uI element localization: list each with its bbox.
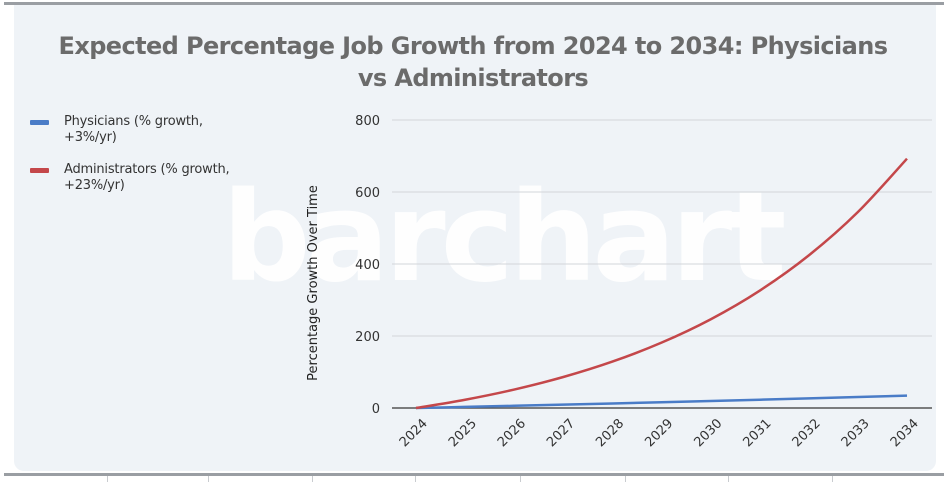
series-line-physicians <box>415 394 908 410</box>
x-tick-label: 2029 <box>642 416 676 450</box>
x-tick-label: 2033 <box>839 416 873 450</box>
x-tick-label: 2031 <box>741 416 775 450</box>
y-tick-label: 400 <box>355 258 380 273</box>
bottom-border <box>4 473 944 476</box>
y-tick-label: 200 <box>355 330 380 345</box>
y-axis-ticks: 0 200 400 600 800 <box>355 114 380 417</box>
series-line-administrators <box>415 157 908 410</box>
legend-swatch-administrators <box>30 168 49 173</box>
x-tick-label: 2032 <box>790 416 824 450</box>
series-lines <box>415 157 908 410</box>
legend-label-administrators-line-2: +23%/yr) <box>64 178 125 193</box>
x-tick-label: 2030 <box>691 416 725 450</box>
chart-title-line-1: Expected Percentage Job Growth from 2024… <box>58 32 888 60</box>
legend-label-physicians-line-2: +3%/yr) <box>64 130 117 145</box>
x-axis-ticks: 2024 2025 2026 2027 2028 2029 2030 2031 2032 2033… <box>397 416 922 450</box>
bottom-separator <box>415 476 416 482</box>
y-tick-label: 600 <box>355 186 380 201</box>
legend-item-physicians[interactable]: Physicians (% growth, +3%/yr) <box>30 114 280 146</box>
bottom-separator <box>625 476 626 482</box>
x-tick-label: 2024 <box>397 416 431 450</box>
x-tick-label: 2026 <box>495 416 529 450</box>
chart-title: Expected Percentage Job Growth from 2024… <box>0 30 946 94</box>
legend: Physicians (% growth, +3%/yr) Administra… <box>30 114 280 210</box>
x-tick-label: 2028 <box>593 416 627 450</box>
bottom-separator <box>520 476 521 482</box>
chart-title-line-2: vs Administrators <box>357 64 589 92</box>
chart-card <box>14 5 936 471</box>
bottom-separator <box>107 476 108 482</box>
bottom-separator <box>208 476 209 482</box>
gridlines <box>392 119 932 409</box>
legend-label-administrators-line-1: Administrators (% growth, <box>64 162 230 177</box>
bottom-separator <box>728 476 729 482</box>
legend-label-physicians-line-1: Physicians (% growth, <box>64 114 203 129</box>
y-tick-label: 0 <box>372 402 380 417</box>
x-tick-label: 2034 <box>888 416 922 450</box>
bottom-separator <box>312 476 313 482</box>
y-axis-label: Percentage Growth Over Time <box>306 185 321 381</box>
legend-swatch-physicians <box>30 120 49 125</box>
x-tick-label: 2027 <box>544 416 578 450</box>
y-tick-label: 800 <box>355 114 380 129</box>
bottom-separator <box>832 476 833 482</box>
x-tick-label: 2025 <box>446 416 480 450</box>
legend-item-administrators[interactable]: Administrators (% growth, +23%/yr) <box>30 162 280 194</box>
top-border <box>4 2 944 5</box>
